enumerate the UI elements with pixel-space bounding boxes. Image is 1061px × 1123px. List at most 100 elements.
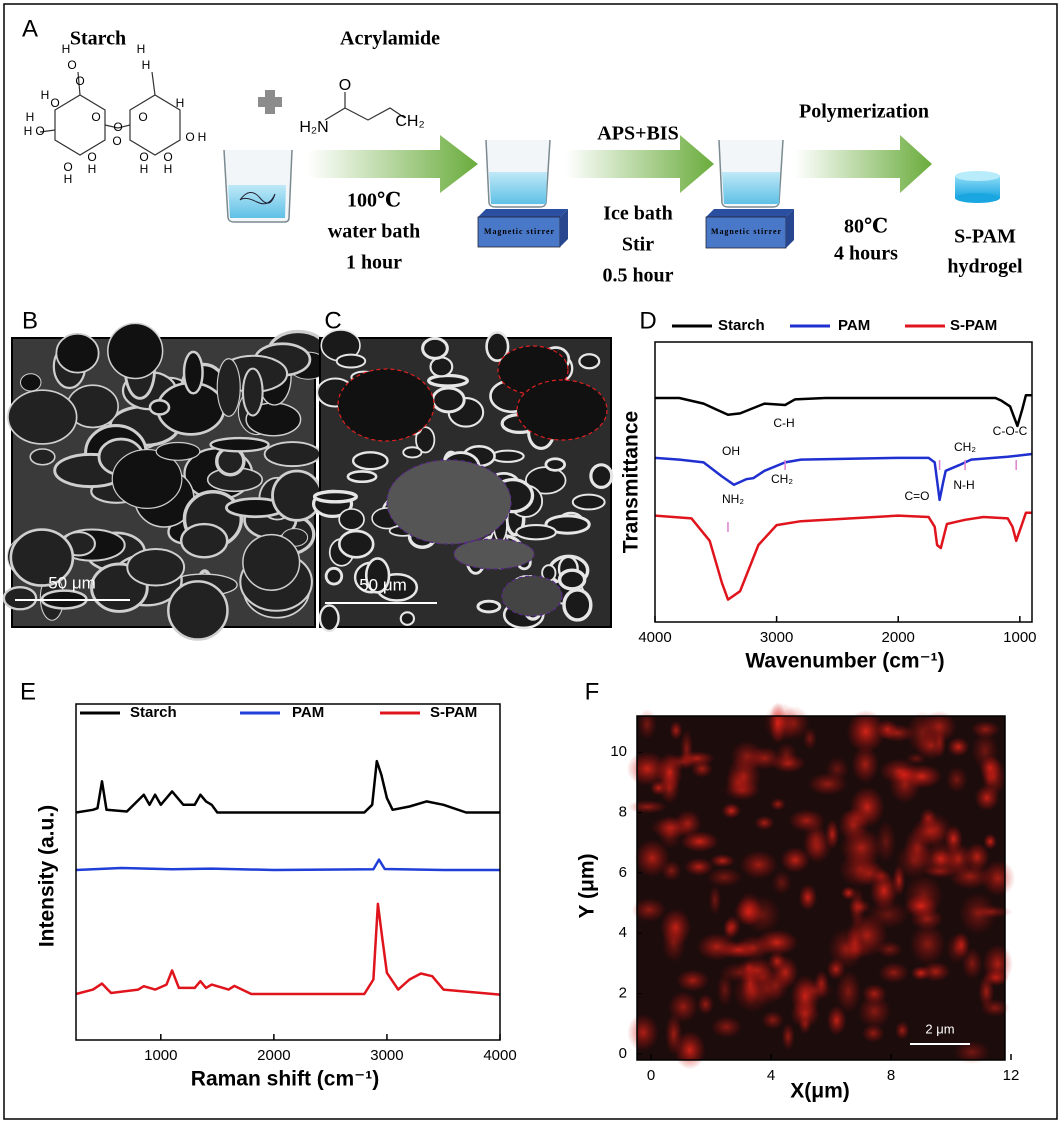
- arrow: [566, 135, 714, 193]
- sem-texture: [2, 322, 330, 641]
- stirrer-label: Magnetic stirrer: [484, 227, 554, 236]
- sem-pore: [415, 426, 436, 454]
- scheme-text: Ice bath: [603, 203, 672, 225]
- sem-pore: [209, 436, 270, 453]
- atom-label: O: [35, 124, 44, 138]
- panel-label: B: [22, 307, 38, 334]
- heatmap-blob: [710, 1015, 743, 1039]
- sem-pore: [431, 386, 466, 414]
- stirrer-top: [478, 209, 568, 217]
- panel-label: F: [585, 678, 600, 705]
- atom-label: H: [41, 88, 50, 102]
- scheme-text: 4 hours: [834, 243, 898, 265]
- spectrum-line: [655, 393, 1032, 428]
- heatmap-blob: [952, 931, 971, 959]
- spectrum-line: [654, 452, 1033, 502]
- sem-pore: [242, 533, 301, 591]
- peak-annotation: C-O-C: [993, 424, 1028, 438]
- sem-pore: [476, 599, 502, 614]
- heatmap-blob: [690, 759, 714, 779]
- heatmap-blob: [879, 758, 919, 785]
- figure-border: [3, 3, 1058, 1120]
- x-tick-label: 2000: [882, 629, 915, 646]
- sem-texture: [311, 329, 614, 633]
- atom-label: H: [176, 96, 185, 110]
- x-axis-label: Raman shift (cm⁻¹): [191, 1068, 379, 1091]
- heatmap-blob: [762, 969, 790, 1002]
- heatmap-blob: [861, 983, 887, 1004]
- sem-pore: [544, 457, 567, 472]
- heatmap-blob: [970, 720, 1001, 739]
- starch-ring: [54, 94, 106, 156]
- y-tick-label: 10: [610, 743, 627, 760]
- heatmap-blob: [634, 839, 670, 878]
- bond: [344, 107, 406, 121]
- scheme-text: Starch: [70, 28, 126, 50]
- sem-pore: [2, 585, 38, 611]
- sem-pore: [571, 493, 606, 511]
- x-tick-label: 3000: [760, 629, 793, 646]
- scheme-text: 100℃: [347, 190, 401, 212]
- x-tick-label: 4: [767, 1067, 775, 1084]
- sem-outline: [501, 575, 563, 617]
- heatmap-blob: [795, 979, 834, 1002]
- heatmap-blob: [674, 809, 702, 838]
- heatmap-blob: [669, 720, 683, 741]
- x-tick-label: 1000: [1003, 629, 1036, 646]
- scheme: [39, 71, 406, 156]
- heatmap-blob: [696, 932, 738, 961]
- atom-label: H₂N: [299, 119, 328, 136]
- x-tick-label: 4000: [483, 1047, 516, 1064]
- sem-pore: [557, 568, 587, 591]
- sem-pore: [399, 611, 416, 626]
- heatmap-blob: [910, 965, 931, 981]
- heatmap-blob: [846, 709, 886, 754]
- sem-pore: [167, 580, 229, 641]
- sem-pore: [346, 470, 378, 484]
- beaker-water: [722, 172, 780, 204]
- atom-label: O: [91, 110, 100, 124]
- hydrogel: [955, 171, 1000, 203]
- heatmap-blob: [953, 1040, 991, 1065]
- heatmap-blob: [697, 993, 715, 1015]
- heatmap-blob: [740, 964, 760, 1005]
- starch-ring: [129, 94, 181, 156]
- panel-label: D: [639, 307, 656, 334]
- stirrer-top: [706, 209, 794, 217]
- heatmap-blob: [879, 723, 916, 743]
- spectrum-line: [75, 858, 500, 872]
- heatmap-blob: [770, 753, 806, 773]
- stirrer-side: [560, 209, 568, 247]
- scale-bar-label: 50 μm: [48, 573, 96, 592]
- stirrer-label: Magnetic stirrer: [711, 227, 781, 236]
- heatmap: [626, 701, 1016, 1070]
- sem-pore: [7, 389, 78, 445]
- scheme-text: water bath: [328, 221, 420, 243]
- y-tick-label: 4: [619, 924, 627, 941]
- sem-pore: [55, 332, 100, 374]
- heatmap-blob: [771, 870, 792, 895]
- heatmap-blob: [835, 969, 862, 1014]
- sem-pore: [29, 448, 56, 466]
- heatmap-blob: [770, 797, 786, 811]
- spectrum-line: [75, 759, 500, 814]
- stirrer-box: [705, 216, 787, 249]
- heatmap-blob: [721, 802, 742, 819]
- heatmap-blob: [781, 1022, 795, 1051]
- beaker-water: [489, 172, 547, 204]
- scale-bar-label: 50 μm: [359, 575, 407, 594]
- atom-label: O: [50, 96, 59, 110]
- atom-label: H: [164, 162, 173, 176]
- heatmap-blob: [780, 846, 810, 873]
- heatmap-blob: [861, 1023, 885, 1043]
- scheme-text: 0.5 hour: [602, 265, 673, 287]
- sem-pore: [263, 441, 322, 468]
- sem-pore: [544, 514, 591, 535]
- sem-pore: [364, 557, 391, 594]
- x-tick-label: 1000: [144, 1047, 177, 1064]
- heatmap-blob: [673, 1030, 706, 1070]
- heatmap-blob: [983, 833, 998, 850]
- heatmap-blob: [790, 999, 820, 1029]
- atom-label: O: [138, 110, 147, 124]
